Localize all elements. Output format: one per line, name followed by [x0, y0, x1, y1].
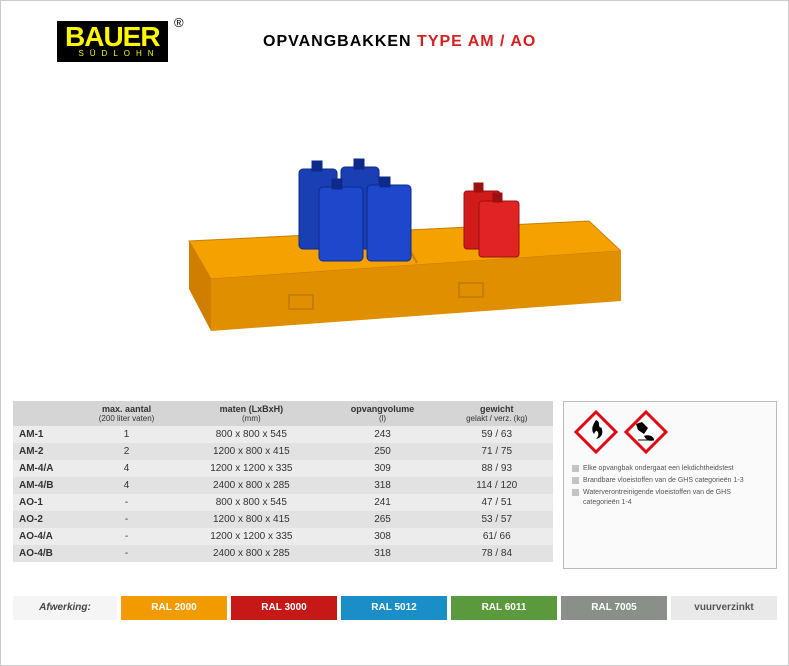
table-cell: AO-4/A	[13, 528, 75, 545]
finish-color-swatch: RAL 3000	[231, 596, 341, 620]
table-row: AM-4/A41200 x 1200 x 33530988 / 93	[13, 460, 553, 477]
table-row: AM-11800 x 800 x 54524359 / 63	[13, 426, 553, 443]
table-header: max. aantal(200 liter vaten)	[75, 401, 178, 426]
finish-color-swatch: RAL 6011	[451, 596, 561, 620]
table-cell: 59 / 63	[441, 426, 553, 443]
finish-color-swatch: RAL 7005	[561, 596, 671, 620]
info-bullet-list: Elke opvangbak ondergaat een lekdichthei…	[572, 464, 768, 509]
table-cell: -	[75, 528, 178, 545]
bullet-square-icon	[572, 489, 579, 496]
table-cell: 1	[75, 426, 178, 443]
bullet-square-icon	[572, 477, 579, 484]
table-cell: 800 x 800 x 545	[178, 494, 324, 511]
table-row: AO-4/B-2400 x 800 x 28531878 / 84	[13, 545, 553, 562]
table-cell: -	[75, 494, 178, 511]
table-cell: -	[75, 545, 178, 562]
table-cell: AO-1	[13, 494, 75, 511]
title-prefix: OPVANGBAKKEN	[263, 33, 417, 50]
info-bullet-text: Brandbare vloeistoffen van de GHS catego…	[583, 476, 744, 486]
table-cell: 53 / 57	[441, 511, 553, 528]
table-cell: 309	[325, 460, 441, 477]
brand-logo: BAUER SÜDLOHN ®	[57, 21, 168, 62]
product-illustration	[169, 131, 621, 331]
table-cell: 2	[75, 443, 178, 460]
table-cell: 88 / 93	[441, 460, 553, 477]
table-cell: 243	[325, 426, 441, 443]
table-cell: 318	[325, 545, 441, 562]
table-cell: 800 x 800 x 545	[178, 426, 324, 443]
table-cell: 265	[325, 511, 441, 528]
table-cell: AM-4/B	[13, 477, 75, 494]
table-cell: 1200 x 1200 x 335	[178, 528, 324, 545]
table-header: maten (LxBxH)(mm)	[178, 401, 324, 426]
table-header: gewichtgelakt / verz. (kg)	[441, 401, 553, 426]
info-bullet: Elke opvangbak ondergaat een lekdichthei…	[572, 464, 768, 474]
table-cell: 78 / 84	[441, 545, 553, 562]
finish-color-swatch: RAL 2000	[121, 596, 231, 620]
table-cell: AM-1	[13, 426, 75, 443]
table-cell: -	[75, 511, 178, 528]
table-cell: 308	[325, 528, 441, 545]
registered-icon: ®	[174, 15, 184, 30]
table-cell: 71 / 75	[441, 443, 553, 460]
ghs-flammable-icon	[574, 410, 618, 454]
table-cell: AM-2	[13, 443, 75, 460]
table-cell: 250	[325, 443, 441, 460]
table-row: AM-221200 x 800 x 41525071 / 75	[13, 443, 553, 460]
finish-color-swatch: vuurverzinkt	[671, 596, 777, 620]
table-cell: 4	[75, 477, 178, 494]
logo-brand-text: BAUER	[65, 25, 160, 49]
table-cell: 2400 x 800 x 285	[178, 545, 324, 562]
specs-table: max. aantal(200 liter vaten)maten (LxBxH…	[13, 401, 553, 562]
table-cell: 61/ 66	[441, 528, 553, 545]
info-panel: Elke opvangbak ondergaat een lekdichthei…	[563, 401, 777, 569]
table-cell: 318	[325, 477, 441, 494]
table-cell: 47 / 51	[441, 494, 553, 511]
table-row: AM-4/B42400 x 800 x 285318114 / 120	[13, 477, 553, 494]
table-cell: 241	[325, 494, 441, 511]
table-row: AO-2-1200 x 800 x 41526553 / 57	[13, 511, 553, 528]
table-header	[13, 401, 75, 426]
bullet-square-icon	[572, 465, 579, 472]
info-bullet-text: Waterverontreinigende vloeistoffen van d…	[583, 488, 768, 508]
info-bullet: Brandbare vloeistoffen van de GHS catego…	[572, 476, 768, 486]
table-cell: 1200 x 800 x 415	[178, 443, 324, 460]
logo-sub-text: SÜDLOHN	[65, 49, 160, 58]
table-cell: 114 / 120	[441, 477, 553, 494]
page-title: OPVANGBAKKEN TYPE AM / AO	[263, 33, 536, 51]
table-cell: 2400 x 800 x 285	[178, 477, 324, 494]
finish-color-bar: Afwerking: RAL 2000RAL 3000RAL 5012RAL 6…	[13, 596, 777, 620]
table-cell: AM-4/A	[13, 460, 75, 477]
table-header: opvangvolume(l)	[325, 401, 441, 426]
table-cell: 1200 x 1200 x 335	[178, 460, 324, 477]
table-row: AO-1-800 x 800 x 54524147 / 51	[13, 494, 553, 511]
table-cell: 4	[75, 460, 178, 477]
finish-label: Afwerking:	[13, 596, 121, 620]
info-bullet: Waterverontreinigende vloeistoffen van d…	[572, 488, 768, 508]
ghs-environment-icon	[624, 410, 668, 454]
finish-color-swatch: RAL 5012	[341, 596, 451, 620]
table-cell: AO-4/B	[13, 545, 75, 562]
table-cell: 1200 x 800 x 415	[178, 511, 324, 528]
table-cell: AO-2	[13, 511, 75, 528]
title-accent: TYPE AM / AO	[417, 33, 536, 50]
table-row: AO-4/A-1200 x 1200 x 33530861/ 66	[13, 528, 553, 545]
info-bullet-text: Elke opvangbak ondergaat een lekdichthei…	[583, 464, 734, 474]
